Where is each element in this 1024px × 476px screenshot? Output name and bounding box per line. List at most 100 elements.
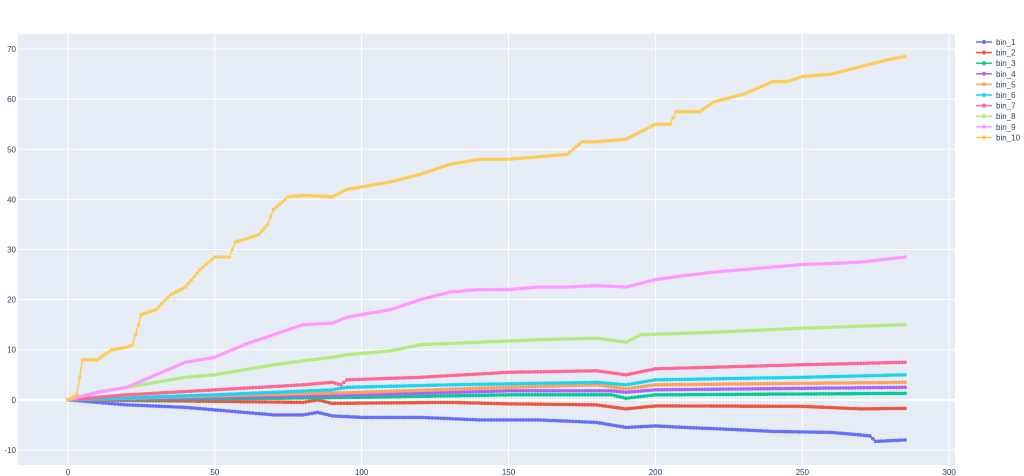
data-point [838,431,843,436]
series-bin_6 [66,373,907,402]
data-point [565,337,570,341]
data-point [271,413,276,417]
data-point [544,384,549,389]
data-point [668,392,672,397]
legend-item-bin_4[interactable]: bin_4 [976,70,1016,79]
data-point [251,366,255,371]
data-point [465,340,470,345]
data-point [318,411,323,415]
data-point [903,391,907,396]
data-point [348,377,352,382]
data-point [536,337,540,342]
data-point [521,338,525,343]
data-point [274,205,279,209]
data-point [110,347,114,352]
legend-item-bin_8[interactable]: bin_8 [976,112,1016,121]
data-point [782,327,787,331]
data-point [380,395,385,399]
data-point [377,376,382,381]
data-point [882,385,887,390]
data-point [606,393,611,397]
data-point [474,340,479,345]
data-point [189,389,194,394]
data-point [433,342,437,346]
data-point [292,325,296,330]
data-point [368,384,373,389]
data-point [500,287,505,292]
legend-item-bin_5[interactable]: bin_5 [976,80,1016,89]
data-point [336,414,341,419]
data-point [442,291,446,296]
data-point [694,272,699,277]
data-point [527,286,531,290]
data-point [542,389,546,393]
data-point [782,386,787,391]
data-point [368,415,373,420]
data-point [427,169,432,174]
data-point [724,365,728,369]
data-point [741,392,746,397]
data-point [850,324,854,329]
data-point [815,73,819,78]
data-point [586,383,590,387]
data-point [174,405,179,409]
data-point [495,371,499,375]
data-point [680,387,684,392]
data-point [677,387,681,392]
data-point [724,387,728,391]
data-point [213,255,217,259]
data-point [401,177,405,181]
data-point [615,284,619,289]
data-point [685,331,690,335]
data-point [465,159,470,164]
series-bin_10 [66,54,907,402]
data-point [633,132,637,137]
legend-item-bin_3[interactable]: bin_3 [976,59,1016,68]
data-point [583,402,587,407]
legend-item-bin_2[interactable]: bin_2 [976,49,1016,58]
data-point [354,415,358,419]
data-point [703,271,708,275]
data-point [371,401,376,405]
legend-item-bin_1[interactable]: bin_1 [976,38,1016,47]
data-point [706,426,711,431]
data-point [553,418,558,423]
data-point [245,341,249,346]
legend-item-bin_7[interactable]: bin_7 [976,102,1016,111]
data-point [239,386,243,391]
data-point [844,406,849,411]
data-point [424,296,429,300]
data-point [468,382,473,387]
legend-item-bin_10[interactable]: bin_10 [976,133,1021,142]
data-point [633,385,637,390]
data-point [568,383,572,388]
data-point [671,366,675,371]
data-point [530,370,534,374]
data-point [835,391,840,396]
data-point [618,339,622,344]
data-point [483,157,487,162]
data-point [859,433,863,437]
data-point [286,195,291,199]
legend-item-bin_6[interactable]: bin_6 [976,91,1016,100]
data-point [674,331,678,336]
data-point [506,385,511,390]
data-point [304,391,308,396]
data-point [727,269,731,273]
data-point [207,373,211,378]
data-point [574,380,578,385]
data-point [474,158,479,162]
data-point [174,394,179,398]
legend-label: bin_7 [996,102,1016,111]
legend-item-bin_9[interactable]: bin_9 [976,123,1016,132]
data-point [392,384,396,389]
data-point [703,365,708,370]
data-point [74,395,79,400]
data-point [348,187,352,191]
x-tick-label: 300 [942,468,956,476]
data-point [512,402,517,406]
data-point [641,128,646,132]
data-point [168,378,173,382]
data-point [565,381,570,385]
